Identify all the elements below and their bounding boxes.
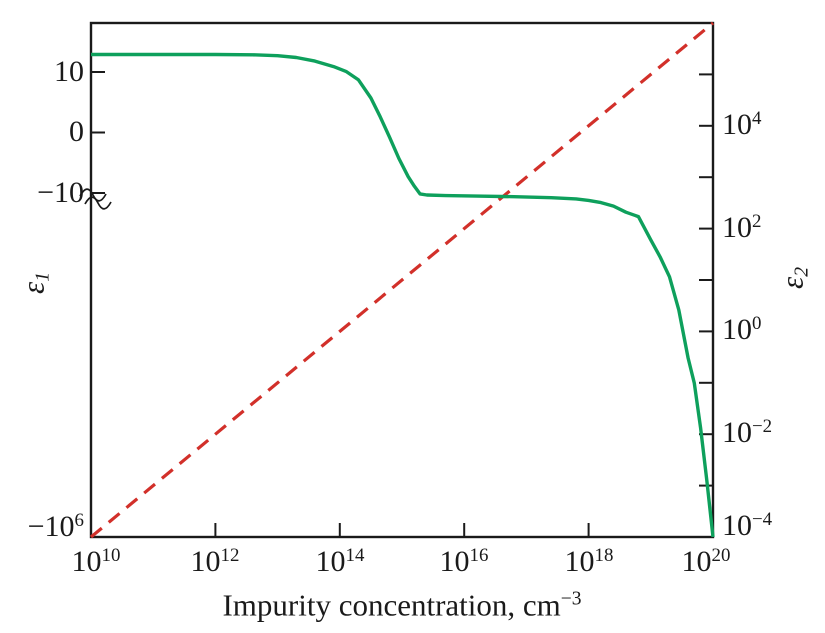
x-tick-label-10e18: 1018 (564, 544, 614, 578)
x-tick-label-10e10: 1010 (71, 544, 121, 578)
x-axis-tick-marks (214, 523, 590, 537)
left-tick-label-neg10: −10 (37, 176, 84, 209)
right-tick-label-10e-4: 10−4 (722, 508, 773, 542)
x-axis-title: Impurity concentration, cm−3 (222, 587, 582, 623)
x-tick-label-10e20: 1020 (681, 544, 731, 578)
left-tick-label-neg10e6: −106 (27, 509, 84, 543)
left-axis-break-icon (79, 188, 112, 210)
right-tick-label-10e4: 104 (722, 107, 762, 141)
right-tick-label-10e2: 102 (722, 210, 762, 244)
x-tick-label-10e12: 1012 (190, 544, 240, 578)
right-tick-label-10e0: 100 (722, 312, 762, 346)
x-tick-label-10e14: 1014 (315, 544, 365, 578)
left-axis-tick-marks (91, 71, 105, 194)
eps1-curve (91, 52, 715, 538)
left-tick-label-0: 0 (69, 115, 84, 148)
eps2-dashed-line (89, 21, 715, 539)
left-tick-label-10: 10 (54, 55, 84, 88)
left-axis-title-eps1: ε1 (15, 272, 54, 294)
right-tick-label-10e-2: 10−2 (722, 415, 773, 449)
x-tick-label-10e16: 1016 (439, 544, 489, 578)
right-axis-title-eps2: ε2 (774, 267, 813, 289)
